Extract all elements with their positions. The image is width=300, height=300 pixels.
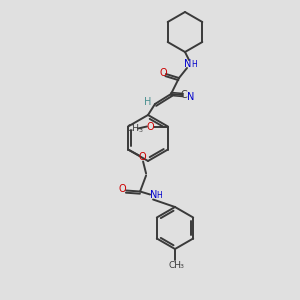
Text: CH: CH <box>126 124 140 133</box>
Text: N: N <box>187 92 195 102</box>
Text: N: N <box>184 59 192 69</box>
Text: O: O <box>159 68 167 78</box>
Text: C: C <box>181 90 188 100</box>
Text: N: N <box>150 190 158 200</box>
Text: 3: 3 <box>180 264 184 269</box>
Text: H: H <box>157 191 163 200</box>
Text: CH: CH <box>169 260 182 269</box>
Text: O: O <box>146 122 154 131</box>
Text: H: H <box>192 60 197 69</box>
Text: 3: 3 <box>139 128 143 133</box>
Text: O: O <box>138 152 146 163</box>
Text: O: O <box>118 184 126 194</box>
Text: H: H <box>144 97 152 107</box>
